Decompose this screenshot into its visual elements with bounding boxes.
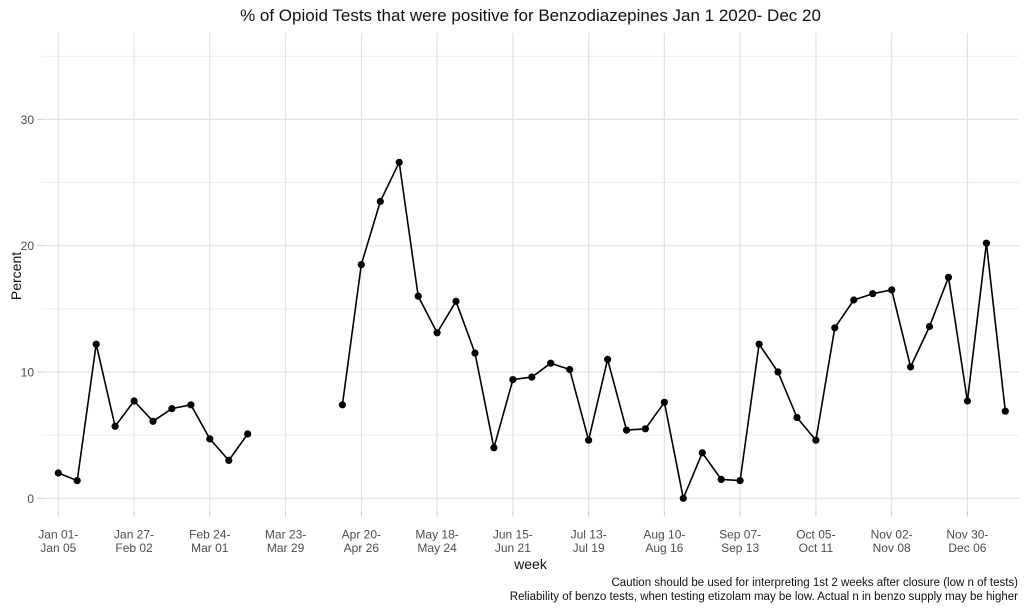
x-tick-label: Dec 06	[948, 541, 986, 555]
data-point	[793, 413, 801, 422]
y-tick-label: 20	[21, 239, 35, 253]
data-point	[130, 397, 138, 405]
x-tick-label: Apr 26	[344, 541, 380, 555]
data-point	[452, 297, 460, 305]
x-tick-label: Jan 27-	[114, 528, 154, 542]
data-point	[888, 286, 896, 294]
x-tick-label: May 18-	[415, 528, 458, 542]
data-point	[490, 444, 498, 452]
x-tick-label: Jan 01-	[38, 528, 78, 542]
data-point	[187, 401, 195, 409]
x-tick-label: Aug 16	[645, 541, 683, 555]
x-tick-label: Feb 24-	[189, 528, 230, 542]
data-point	[1001, 407, 1009, 415]
caption-line-1: Caution should be used for interpreting …	[611, 577, 1018, 589]
data-point	[73, 477, 81, 485]
x-tick-label: Sep 07-	[719, 528, 761, 542]
caption-line-2: Reliability of benzo tests, when testing…	[509, 591, 1018, 603]
data-point	[736, 477, 744, 485]
x-tick-label: Aug 10-	[643, 528, 685, 542]
data-point	[869, 290, 877, 298]
x-tick-label: Apr 20-	[342, 528, 381, 542]
data-point	[376, 197, 384, 206]
x-tick-label: Jul 13-	[571, 528, 607, 542]
data-point	[54, 469, 62, 477]
x-tick-label: Jun 21	[495, 541, 531, 555]
data-point	[395, 158, 403, 166]
data-point	[471, 349, 479, 357]
x-tick-label: Oct 11	[799, 541, 834, 555]
data-point	[244, 430, 252, 438]
data-point	[641, 425, 650, 433]
x-tick-label: Jun 15-	[493, 528, 533, 542]
y-tick-label: 10	[21, 366, 35, 380]
data-point	[225, 456, 233, 464]
data-point	[907, 363, 915, 371]
data-point	[679, 494, 687, 502]
x-tick-label: Feb 02	[115, 541, 153, 555]
chart-title: % of Opioid Tests that were positive for…	[240, 6, 821, 25]
data-line	[57, 343, 249, 482]
data-point	[206, 435, 214, 443]
data-point	[963, 397, 972, 405]
data-point	[944, 273, 953, 281]
data-point	[850, 296, 858, 304]
data-point	[585, 436, 593, 444]
data-point	[812, 436, 820, 444]
data-point	[414, 292, 422, 300]
data-point	[717, 475, 725, 483]
x-tick-label: Nov 30-	[946, 528, 988, 542]
x-tick-label: Sep 13	[721, 541, 759, 555]
data-point	[433, 329, 441, 337]
data-point	[528, 373, 536, 381]
data-point	[111, 422, 119, 430]
data-line	[341, 161, 1007, 500]
data-point	[982, 239, 991, 247]
x-tick-label: Oct 05-	[796, 528, 835, 542]
data-point	[831, 324, 839, 332]
data-point	[149, 417, 157, 425]
x-tick-label: May 24	[417, 541, 457, 555]
x-tick-label: Nov 08	[873, 541, 911, 555]
data-point	[168, 405, 176, 413]
data-point	[698, 449, 706, 457]
data-point	[755, 340, 763, 348]
data-point	[509, 376, 517, 384]
y-tick-label: 0	[27, 492, 34, 506]
x-tick-label: Jan 05	[40, 541, 76, 555]
x-tick-label: Mar 29	[267, 541, 305, 555]
data-point	[357, 261, 365, 269]
data-point	[92, 340, 100, 348]
data-point	[566, 365, 574, 374]
data-point	[660, 398, 669, 406]
data-point	[622, 426, 631, 434]
data-point	[774, 368, 782, 376]
x-tick-label: Mar 23-	[265, 528, 306, 542]
x-tick-label: Jul 19	[573, 541, 605, 555]
y-tick-label: 30	[21, 113, 35, 127]
data-point	[925, 322, 934, 331]
x-tick-label: Nov 02-	[871, 528, 913, 542]
x-tick-label: Mar 01	[191, 541, 229, 555]
data-point	[547, 359, 555, 367]
x-axis-title: week	[514, 556, 547, 572]
data-point	[604, 355, 612, 363]
data-point	[338, 401, 346, 409]
